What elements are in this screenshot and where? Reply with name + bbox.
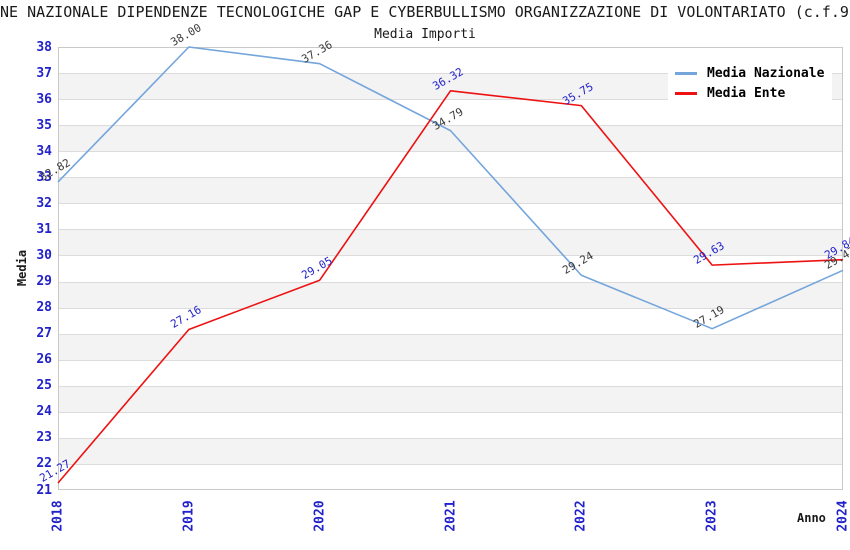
grid-band: [58, 177, 843, 204]
grid-band: [58, 255, 843, 282]
grid-band: [58, 385, 843, 412]
x-tick-label: 2018: [50, 500, 66, 532]
legend-box: Media Nazionale Media Ente: [668, 58, 833, 108]
legend-line-swatch: [675, 71, 697, 75]
legend-item: Media Ente: [675, 83, 824, 103]
y-tick-label: 29: [36, 274, 52, 290]
grid-band: [58, 281, 843, 308]
y-tick-label: 23: [36, 430, 52, 446]
grid-band: [58, 125, 843, 152]
y-tick-label: 38: [36, 39, 52, 55]
grid-band: [58, 333, 843, 360]
y-tick-label: 28: [36, 300, 52, 316]
y-tick-label: 30: [36, 247, 52, 263]
x-tick-label: 2019: [181, 500, 197, 532]
grid-band: [58, 463, 843, 490]
y-tick-label: 31: [36, 221, 52, 237]
x-tick-label: 2024: [835, 500, 850, 532]
grid-band: [58, 151, 843, 178]
y-tick-label: 37: [36, 65, 52, 81]
grid-band: [58, 203, 843, 230]
y-tick-label: 22: [36, 456, 52, 472]
legend-line-swatch: [675, 91, 697, 95]
data-point-label: 38.00: [168, 21, 204, 49]
grid-band: [58, 229, 843, 256]
legend-label: Media Ente: [707, 85, 786, 101]
x-tick-label: 2021: [443, 500, 458, 532]
x-tick-label: 2023: [704, 500, 720, 532]
y-tick-label: 25: [36, 378, 52, 394]
chart-title: NE NAZIONALE DIPENDENZE TECNOLOGICHE GAP…: [0, 3, 850, 21]
y-tick-label: 34: [36, 143, 52, 159]
chart-subtitle: Media Importi: [374, 27, 476, 42]
y-tick-label: 27: [36, 326, 52, 342]
legend-label: Media Nazionale: [707, 65, 825, 81]
legend-item: Media Nazionale: [675, 63, 824, 83]
y-tick-label: 21: [36, 482, 52, 498]
grid-band: [58, 411, 843, 438]
y-tick-label: 32: [36, 195, 52, 211]
y-tick-label: 35: [36, 117, 52, 133]
y-tick-label: 26: [36, 352, 52, 368]
grid-band: [58, 437, 843, 464]
x-axis-title: Anno: [797, 511, 826, 525]
y-tick-label: 24: [36, 404, 52, 420]
grid-band: [58, 359, 843, 386]
x-tick-label: 2020: [312, 500, 328, 532]
x-tick-label: 2022: [573, 500, 589, 532]
y-tick-label: 36: [36, 91, 52, 107]
y-tick-label: 33: [36, 169, 52, 185]
